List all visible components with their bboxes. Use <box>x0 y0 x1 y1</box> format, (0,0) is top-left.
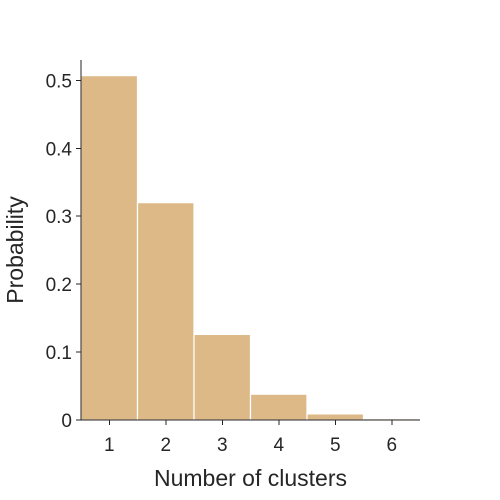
y-tick-label: 0.4 <box>46 139 73 160</box>
x-ticks-group: 1 2 3 4 5 6 <box>104 420 397 456</box>
x-tick-label: 5 <box>330 435 341 456</box>
y-axis-label: Probability <box>2 196 28 304</box>
x-axis-label: Number of clusters <box>154 465 347 491</box>
x-tick-label: 1 <box>104 435 115 456</box>
bar-2 <box>136 202 195 421</box>
y-tick-label: 0.1 <box>46 343 72 364</box>
bar-4 <box>249 393 308 421</box>
bar-3 <box>193 333 252 421</box>
y-tick-label: 0.5 <box>46 71 72 92</box>
x-tick-label: 6 <box>386 435 397 456</box>
bars-group <box>80 75 421 421</box>
x-tick-label: 2 <box>160 435 171 456</box>
bar-1 <box>80 75 139 421</box>
y-ticks-group: 0 0.1 0.2 0.3 0.4 0.5 <box>46 71 81 432</box>
x-tick-label: 3 <box>217 435 228 456</box>
y-tick-label: 0.3 <box>46 207 72 228</box>
bar-5 <box>306 413 365 421</box>
y-tick-label: 0 <box>61 411 72 432</box>
x-tick-label: 4 <box>273 435 284 456</box>
y-tick-label: 0.2 <box>46 275 72 296</box>
